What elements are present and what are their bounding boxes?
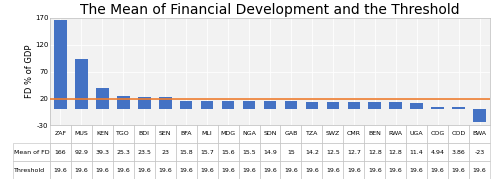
Bar: [348, 102, 360, 109]
Bar: [368, 102, 381, 109]
Bar: [284, 101, 297, 109]
Bar: [75, 59, 88, 109]
Bar: [96, 88, 108, 109]
Bar: [117, 96, 130, 109]
Bar: [452, 107, 465, 109]
Bar: [410, 103, 423, 109]
Bar: [138, 97, 150, 109]
Bar: [326, 102, 339, 109]
Bar: [159, 97, 172, 109]
Y-axis label: FD % of GDP: FD % of GDP: [24, 45, 34, 98]
Bar: [54, 20, 67, 109]
Bar: [432, 107, 444, 109]
Bar: [222, 101, 234, 109]
Bar: [201, 101, 213, 109]
Bar: [180, 101, 192, 109]
Bar: [306, 101, 318, 109]
Title: The Mean of Financial Development and the Threshold: The Mean of Financial Development and th…: [80, 3, 460, 17]
Bar: [264, 101, 276, 109]
Bar: [243, 101, 256, 109]
Bar: [390, 102, 402, 109]
Bar: [473, 109, 486, 122]
